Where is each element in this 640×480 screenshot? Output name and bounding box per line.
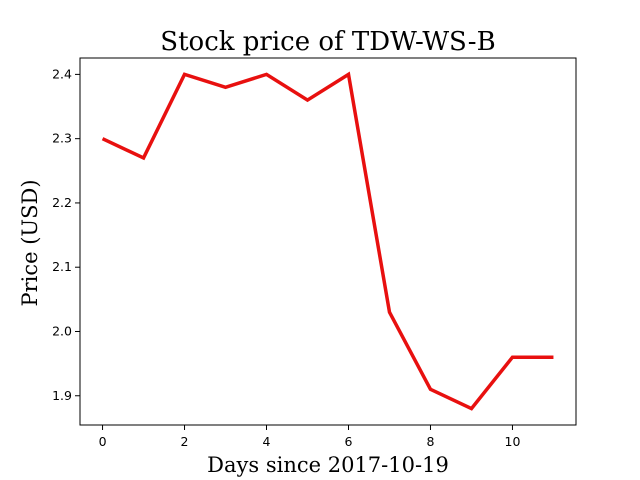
plot-area: 0 2 4 6 8 10 1.9 2.0 2.1 2.2 2.3 2.4 — [52, 57, 577, 449]
x-tick-label: 4 — [263, 434, 271, 449]
x-tick-label: 10 — [505, 434, 521, 449]
y-axis-label: Price (USD) — [18, 179, 42, 306]
x-tick-label: 2 — [181, 434, 189, 449]
x-tick-label: 8 — [427, 434, 435, 449]
x-tick-label: 6 — [345, 434, 353, 449]
y-tick-label: 1.9 — [52, 388, 72, 403]
y-tick-label: 2.0 — [52, 323, 72, 338]
y-tick-label: 2.1 — [52, 259, 72, 274]
x-tick-label: 0 — [99, 434, 107, 449]
chart-title: Stock price of TDW-WS-B — [160, 27, 495, 57]
x-axis-label: Days since 2017-10-19 — [207, 453, 449, 477]
y-tick-label: 2.4 — [52, 66, 72, 81]
series-line-0 — [101, 71, 554, 411]
plot-frame — [79, 57, 577, 426]
y-tick-label: 2.3 — [52, 131, 72, 146]
y-tick-label: 2.2 — [52, 195, 72, 210]
